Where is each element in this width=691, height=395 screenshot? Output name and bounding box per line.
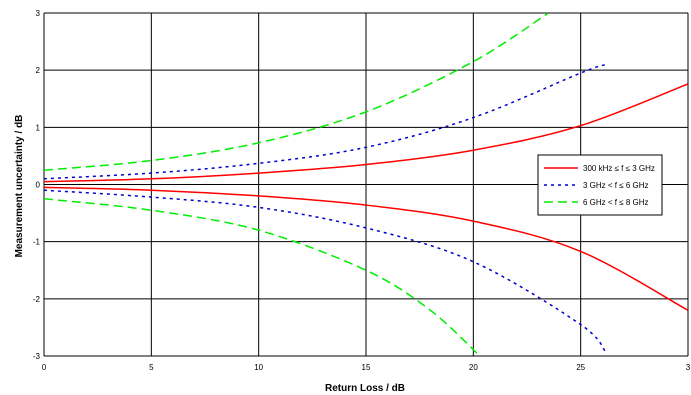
series-1-lower-line [44,186,688,311]
y-tick-label: -3 [33,352,41,361]
y-tick-label: 0 [36,181,41,190]
x-tick-label: 0 [42,363,47,372]
series-2-upper-line [44,63,607,180]
x-tick-label: 10 [254,363,263,372]
x-axis-title: Return Loss / dB [325,383,405,394]
legend-label: 300 kHz ≤ f ≤ 3 GHz [583,164,655,173]
x-tick-label: 25 [576,363,585,372]
y-tick-label: -1 [33,238,41,247]
legend: 300 kHz ≤ f ≤ 3 GHz 3 GHz < f ≤ 6 GHz 6 GH… [537,154,663,216]
y-tick-label: 3 [36,9,41,18]
series-3-upper-line [44,13,549,171]
x-tick-label: 3 [686,363,691,372]
series-2-lower-line [44,189,607,354]
y-tick-label: 1 [36,123,41,132]
y-tick-label: -2 [33,295,41,304]
y-tick-label: 2 [36,66,41,75]
series-curves [44,13,688,356]
x-tick-labels: 0 5 10 15 20 25 3 [42,363,691,372]
x-tick-label: 20 [469,363,478,372]
series-3-lower-line [44,198,481,356]
y-axis-title: Measurement uncertainty / dB [14,115,25,258]
series-1-upper-line [44,83,688,183]
x-tick-label: 15 [362,363,371,372]
y-tick-labels: 3 2 1 0 -1 -2 -3 [33,9,41,361]
legend-label: 3 GHz < f ≤ 6 GHz [583,181,649,190]
legend-label: 6 GHz < f ≤ 8 GHz [583,198,649,207]
x-tick-label: 5 [149,363,154,372]
